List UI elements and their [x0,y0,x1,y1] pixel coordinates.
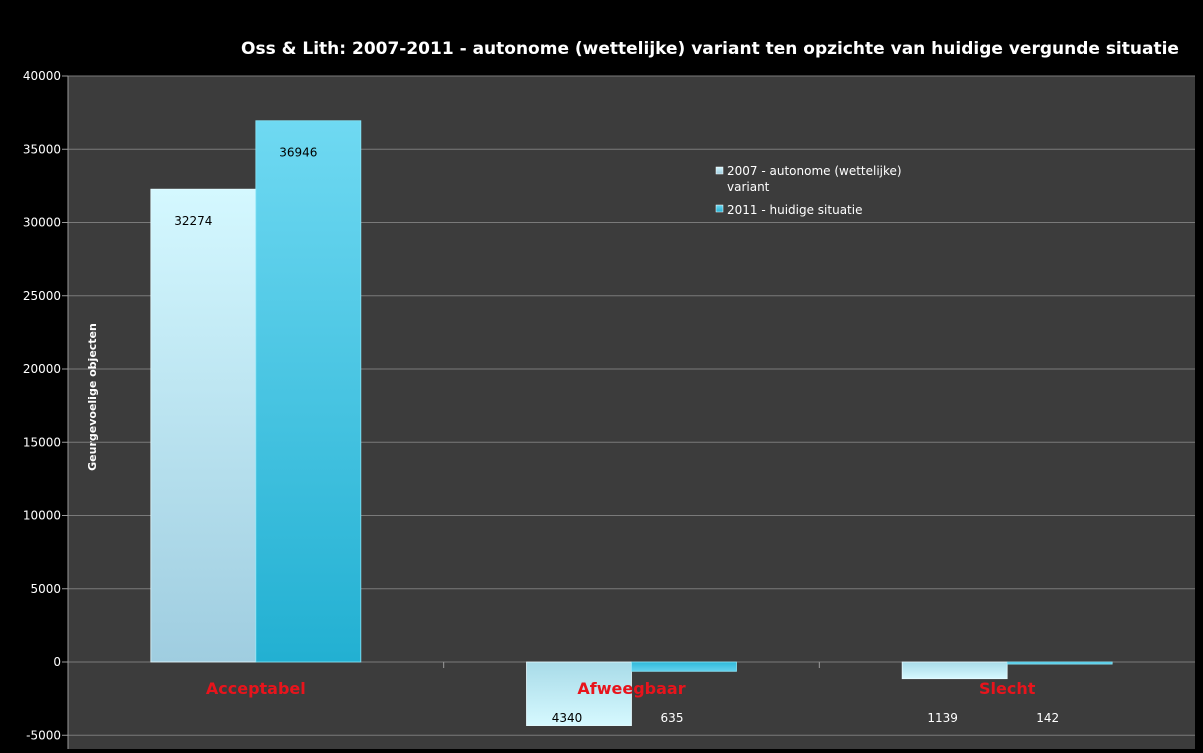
bar-slecht-series-1 [901,661,1008,680]
y-tick-label: 20000 [23,362,61,376]
legend: 2007 - autonome (wettelijke) variant 201… [715,164,905,217]
legend-swatch-2007 [715,166,724,175]
y-tick-label: 10000 [23,509,61,523]
data-label: 32274 [174,214,212,228]
x-category-label: Acceptabel [206,679,306,698]
y-tick-label: 25000 [23,289,61,303]
bar-slecht-series-2 [1006,661,1113,665]
data-label: 1139 [927,711,958,725]
legend-label-2011: 2011 - huidige situatie [727,203,862,217]
bars [150,120,1113,726]
bar-acceptabel-series-2 [255,120,362,663]
y-tick-label: 0 [53,655,61,669]
data-label: 142 [1036,711,1059,725]
data-labels: 32274 36946 4340 635 1139 142 [174,146,1059,725]
y-tick-label: 15000 [23,435,61,449]
y-axis-label: Geurgevoelige objecten [86,323,99,471]
legend-swatch-2011 [715,204,724,213]
y-tick-label: 40000 [23,69,61,83]
data-label: 635 [661,711,684,725]
y-tick-label: 35000 [23,142,61,156]
x-axis-categories: Acceptabel Afweegbaar Slecht [206,679,1036,698]
x-category-label: Slecht [979,679,1036,698]
data-label: 36946 [279,146,317,160]
chart-title: Oss & Lith: 2007-2011 - autonome (wettel… [241,39,1179,59]
y-tick-label: 5000 [30,582,61,596]
data-label: 4340 [552,711,583,725]
y-tick-label: 30000 [23,216,61,230]
bar-acceptabel-series-1 [150,188,257,663]
y-axis-ticks: -5000 0 5000 10000 15000 20000 25000 30000 35000… [23,69,61,742]
bar-afweegbaar-series-1 [526,661,632,726]
y-tick-label: -5000 [26,728,61,742]
x-category-label: Afweegbaar [577,679,685,698]
legend-label-2007: 2007 - autonome (wettelijke) variant [727,164,905,194]
bar-afweegbaar-series-2 [631,661,737,672]
